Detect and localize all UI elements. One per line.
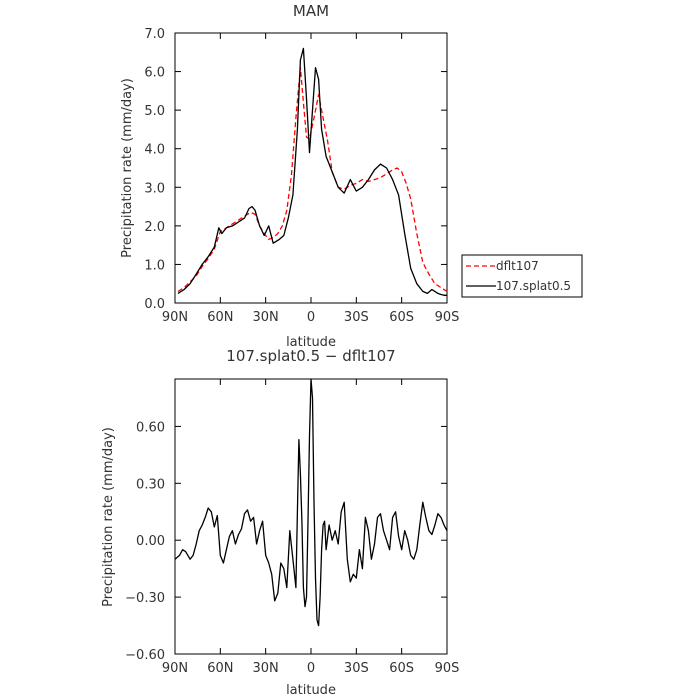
y-tick-label: 0.30 (136, 477, 165, 492)
plot-frame-bottom (174, 378, 448, 655)
mam-precip-chart: MAM 0.0 1.0 2.0 3.0 4.0 5.0 6.0 7.0 90N 60N 30N 0 3… (120, 2, 583, 350)
x-tick-label: 90S (435, 310, 460, 325)
y-tick-label: 4.0 (144, 143, 165, 158)
y-axis-label-bottom: Precipitation rate (mm/day) (101, 427, 116, 607)
y-axis-ticks: 0.0 1.0 2.0 3.0 4.0 5.0 6.0 7.0 (144, 27, 447, 312)
y-tick-label: 3.0 (144, 181, 165, 196)
chart-title: MAM (293, 2, 329, 20)
x-axis-label-bottom: latitude (286, 683, 336, 698)
x-tick-label: 90N (162, 661, 188, 676)
y-axis-label: Precipitation rate (mm/day) (120, 78, 135, 258)
x-tick-label: 90N (162, 310, 188, 325)
x-tick-label: 30S (344, 310, 369, 325)
x-tick-label: 90S (435, 661, 460, 676)
series-line-2 (177, 47, 447, 296)
x-axis-label: latitude (286, 335, 336, 350)
legend-label-dflt107: dflt107 (496, 259, 539, 273)
x-tick-label: 0 (307, 310, 315, 325)
series-lines (177, 47, 448, 296)
legend-label-splat: 107.splat0.5 (496, 279, 571, 293)
y-tick-label: 6.0 (144, 66, 165, 81)
y-tick-label: −0.60 (125, 648, 165, 663)
x-tick-label: 60N (207, 661, 233, 676)
series-line-1 (177, 67, 448, 292)
x-tick-label: 30N (253, 661, 279, 676)
series-lines-bottom (174, 378, 448, 627)
y-tick-label: −0.30 (125, 591, 165, 606)
y-tick-label: 0.60 (136, 420, 165, 435)
y-axis-ticks-bottom: −0.60 −0.30 0.00 0.30 0.60 (125, 420, 447, 663)
x-tick-label: 30N (253, 310, 279, 325)
y-tick-label: 2.0 (144, 220, 165, 235)
plot-frame (174, 32, 448, 304)
y-tick-label: 1.0 (144, 258, 165, 273)
y-tick-label: 7.0 (144, 27, 165, 42)
x-tick-label: 0 (307, 661, 315, 676)
x-tick-label: 30S (344, 661, 369, 676)
chart-title-bottom: 107.splat0.5 − dflt107 (226, 347, 395, 365)
y-tick-label: 0.0 (144, 297, 165, 312)
legend: dflt107 107.splat0.5 (461, 254, 583, 298)
x-axis-ticks-bottom: 90N 60N 30N 0 30S 60S 90S (162, 379, 460, 676)
series-line-1 (174, 378, 448, 627)
x-tick-label: 60N (207, 310, 233, 325)
difference-chart: 107.splat0.5 − dflt107 −0.60 −0.30 0.00 0.3… (101, 347, 459, 698)
x-tick-label: 60S (389, 661, 414, 676)
y-tick-label: 0.00 (136, 534, 165, 549)
legend-box (461, 254, 583, 298)
x-tick-label: 60S (389, 310, 414, 325)
x-axis-ticks: 90N 60N 30N 0 30S 60S 90S (162, 33, 460, 325)
y-tick-label: 5.0 (144, 104, 165, 119)
